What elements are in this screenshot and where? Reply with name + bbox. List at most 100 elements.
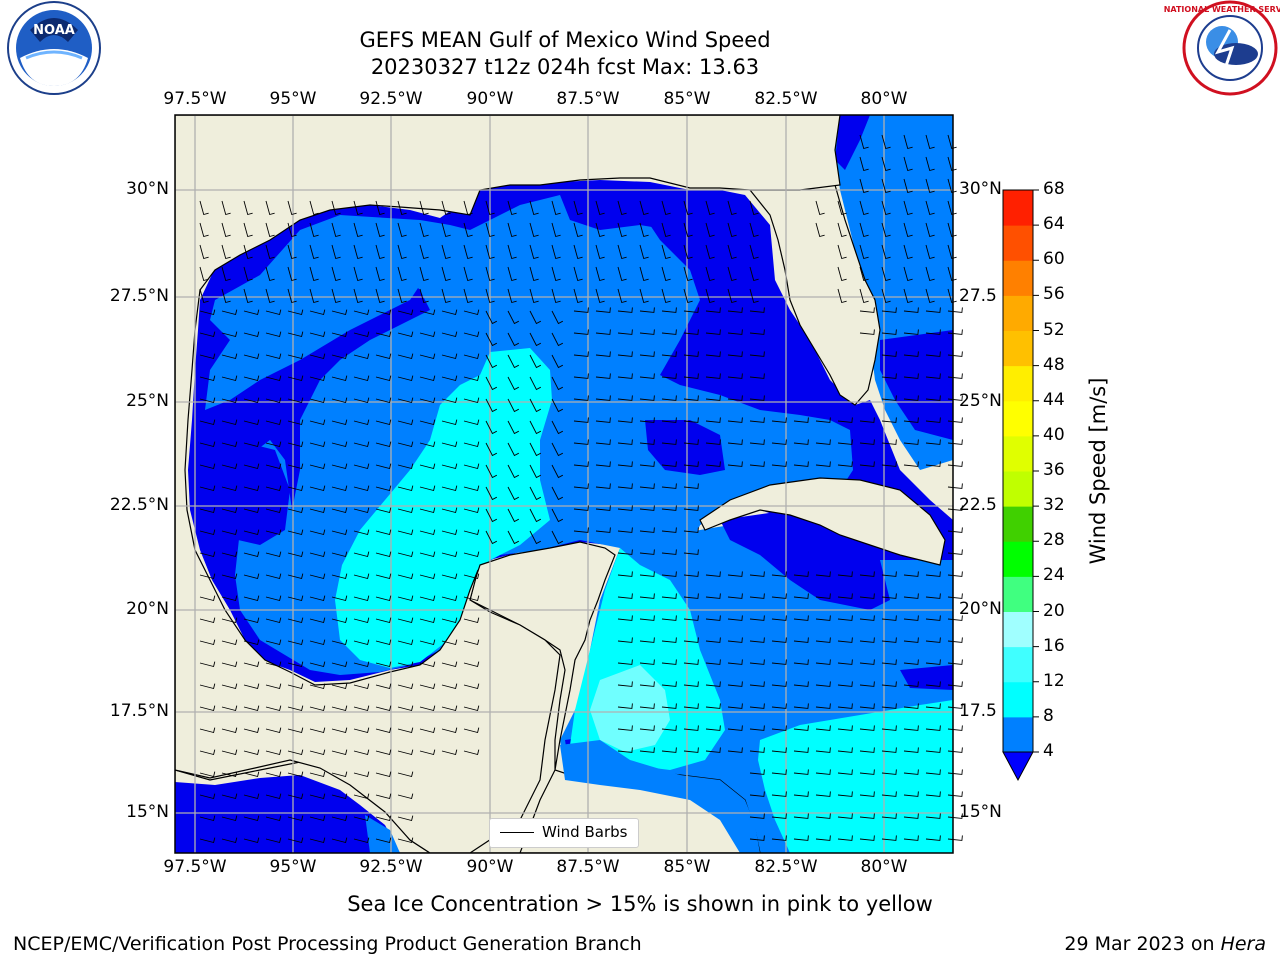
wind-barb-icon: [771, 791, 787, 797]
wind-barb-icon: [485, 442, 498, 457]
wind-barb-icon: [727, 266, 737, 282]
wind-barb-icon: [375, 529, 392, 536]
wind-barb-icon: [529, 420, 542, 435]
wind-barb-icon: [287, 705, 304, 712]
wind-barb-icon: [639, 244, 649, 260]
wind-barb-icon: [815, 200, 825, 216]
wind-barb-icon: [881, 134, 891, 150]
wind-barb-icon: [727, 571, 743, 577]
wind-barb-icon: [507, 200, 517, 216]
colorbar-tick-label: 56: [1043, 284, 1065, 305]
wind-barb-icon: [485, 354, 498, 369]
wind-barb-icon: [815, 637, 831, 643]
wind-barb-icon: [507, 508, 520, 523]
wind-barb-icon: [705, 747, 721, 753]
wind-barb-icon: [881, 329, 897, 335]
wind-barb-icon: [221, 793, 238, 800]
wind-barb-icon: [287, 463, 304, 470]
wind-barb-icon: [243, 551, 260, 558]
colorbar-tick-label: 68: [1043, 179, 1065, 199]
wind-barb-icon: [353, 463, 370, 470]
wind-barb-icon: [639, 439, 655, 445]
wind-barb-icon: [749, 747, 765, 753]
wind-barb-icon: [485, 288, 495, 304]
wind-barb-icon: [353, 529, 370, 536]
lat-label-left: 17.5°N: [109, 701, 169, 721]
wind-barb-icon: [749, 659, 765, 665]
wind-barb-icon: [287, 551, 304, 558]
wind-barb-icon: [221, 441, 238, 448]
wind-barb-icon: [551, 420, 564, 435]
noaa-logo-icon: NOAA: [7, 1, 101, 95]
wind-barb-icon: [771, 461, 787, 467]
wind-barb-icon: [727, 659, 743, 665]
wind-barb-icon: [375, 771, 392, 778]
wind-barb-icon: [683, 637, 699, 643]
wind-barb-icon: [485, 398, 498, 413]
wind-barb-icon: [199, 771, 216, 778]
wind-barb-icon: [925, 813, 941, 819]
wind-barb-icon: [265, 793, 282, 800]
wind-barb-icon: [331, 771, 348, 778]
wind-barb-icon: [507, 310, 520, 325]
wind-barb-icon: [639, 725, 655, 731]
wind-barb-icon: [749, 307, 765, 313]
wind-barb-icon: [441, 507, 458, 514]
colorbar-tick-label: 60: [1043, 249, 1065, 270]
wind-barb-icon: [375, 727, 392, 734]
wind-barb-icon: [771, 681, 787, 687]
wind-barb-icon: [287, 244, 297, 260]
wind-barb-icon: [353, 639, 370, 646]
wind-barb-icon: [661, 307, 677, 313]
wind-barb-icon: [683, 329, 699, 335]
wind-barb-icon: [661, 288, 671, 304]
wind-barb-icon: [419, 485, 436, 492]
wind-barb-icon: [903, 461, 919, 467]
map-title-line2: 20230327 t12z 024h fcst Max: 13.63: [370, 55, 760, 79]
lat-label-right: 27.5: [959, 286, 997, 306]
wind-barb-icon: [705, 288, 715, 304]
wind-barb-icon: [837, 637, 853, 643]
wind-barb-icon: [199, 727, 216, 734]
lon-label-bottom: 97.5°W: [163, 857, 227, 877]
wind-barb-icon: [529, 508, 542, 523]
wind-barb-icon: [771, 615, 787, 621]
wind-barb-icon: [617, 571, 633, 577]
wind-barb-icon: [771, 725, 787, 731]
wind-barb-icon: [287, 683, 304, 690]
wind-barb-icon: [199, 266, 209, 282]
wind-barb-icon: [463, 419, 480, 426]
wind-barb-icon: [793, 637, 809, 643]
wind-barb-icon: [397, 222, 407, 238]
wind-barb-icon: [859, 329, 875, 335]
lon-label-bottom: 95°W: [269, 857, 317, 877]
footer-host: Hera: [1220, 933, 1266, 955]
wind-barb-icon: [683, 244, 693, 260]
wind-barb-icon: [419, 639, 436, 646]
wind-barb-icon: [331, 244, 341, 260]
lat-label-right: 17.5: [959, 701, 997, 721]
wind-barb-icon: [749, 813, 765, 819]
wind-barb-icon: [837, 222, 847, 238]
wind-barb-icon: [793, 615, 809, 621]
wind-barb-icon: [507, 464, 520, 479]
wind-barb-icon: [881, 681, 897, 687]
wind-barb-icon: [243, 419, 260, 426]
wind-barb-icon: [793, 461, 809, 467]
wind-barb-icon: [397, 749, 414, 756]
wind-barb-icon: [881, 395, 897, 401]
wind-barb-icon: [837, 244, 847, 260]
wind-barb-icon: [815, 813, 831, 819]
wind-barb-icon: [221, 485, 238, 492]
wind-barb-icon: [749, 417, 765, 423]
wind-barb-icon: [441, 397, 458, 404]
wind-barb-icon: [661, 571, 677, 577]
wind-barb-icon: [903, 244, 913, 260]
wind-barb-icon: [903, 395, 919, 401]
wind-barb-icon: [199, 222, 209, 238]
wind-barb-icon: [353, 705, 370, 712]
wind-barb-icon: [485, 464, 498, 479]
wind-barb-icon: [925, 134, 935, 150]
wind-barb-icon: [243, 309, 260, 316]
wind-barb-icon: [661, 527, 677, 533]
